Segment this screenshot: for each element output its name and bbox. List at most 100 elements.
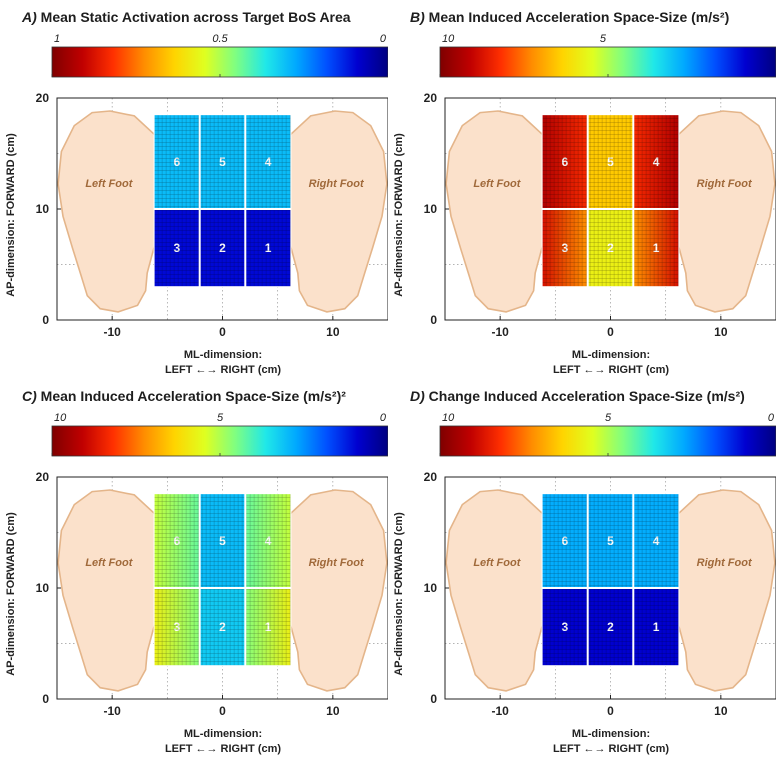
heatmap-mesh <box>154 114 291 287</box>
panel-title-text: Change Induced Acceleration Space-Size (… <box>429 388 745 404</box>
cell-number-label: 4 <box>265 155 272 169</box>
colorbar <box>51 425 388 457</box>
left-foot-label: Left Foot <box>473 557 521 569</box>
heatmap-cell <box>199 588 246 666</box>
heatmap-cell <box>154 588 200 666</box>
panel-title-text: Mean Induced Acceleration Space-Size (m/… <box>429 9 730 25</box>
heatmap-cell <box>542 114 588 209</box>
cell-number-label: 2 <box>607 620 614 634</box>
x-tick-label: -10 <box>103 704 121 718</box>
cell-number-label: 2 <box>219 620 226 634</box>
heatmap-cell <box>587 114 634 209</box>
colorbar-tick-label: 5 <box>600 33 607 45</box>
left-foot-label: Left Foot <box>85 557 133 569</box>
heatmap-cell <box>154 114 200 209</box>
colorbar-tick-label: 5 <box>217 412 224 424</box>
colorbar-tick-label: 10 <box>54 412 67 424</box>
cell-number-label: 1 <box>265 620 272 634</box>
cell-number-label: 5 <box>219 155 226 169</box>
colorbar <box>51 46 388 78</box>
heatmap-cell <box>245 588 291 666</box>
heatmap-cell <box>154 209 200 287</box>
x-tick-label: -10 <box>491 325 509 339</box>
right-foot-label: Right Foot <box>697 178 753 190</box>
heatmap-cell <box>199 209 246 287</box>
x-tick-label: 10 <box>326 704 340 718</box>
x-tick-label: 0 <box>607 325 614 339</box>
panel-b: B) Mean Induced Acceleration Space-Size … <box>388 0 776 379</box>
chart-title: D) Change Induced Acceleration Space-Siz… <box>410 388 745 404</box>
cell-number-label: 5 <box>219 534 226 548</box>
chart-title: B) Mean Induced Acceleration Space-Size … <box>410 9 729 25</box>
heatmap-border <box>153 493 292 667</box>
cell-number-label: 6 <box>562 155 569 169</box>
heatmap-cell <box>542 588 588 666</box>
heatmap-cell <box>245 114 291 209</box>
cell-number-label: 3 <box>562 241 569 255</box>
heatmap-cell <box>587 209 634 287</box>
colorbar-tick-label: 0.5 <box>212 33 228 45</box>
y-tick-label: 10 <box>36 581 50 595</box>
x-tick-label: 0 <box>219 325 226 339</box>
x-axis-label-line1: ML-dimension: <box>184 728 262 740</box>
panel-d: D) Change Induced Acceleration Space-Siz… <box>388 379 776 758</box>
cell-number-label: 3 <box>562 620 569 634</box>
x-tick-label: 10 <box>326 325 340 339</box>
chart-title: C) Mean Induced Acceleration Space-Size … <box>22 388 346 404</box>
y-tick-label: 10 <box>36 202 50 216</box>
colorbar-tick-label: 0 <box>380 412 387 424</box>
heatmap-border <box>541 114 680 288</box>
x-tick-label: 0 <box>607 704 614 718</box>
colorbar-tick-label: 0 <box>380 33 387 45</box>
y-axis-label: AP-dimension: FORWARD (cm) <box>393 512 405 676</box>
left-foot-label: Left Foot <box>473 178 521 190</box>
panel-letter: A) <box>21 9 41 25</box>
colorbar-tick-label: 10 <box>442 33 455 45</box>
colorbar-tick-label: 10 <box>442 412 455 424</box>
y-axis-label: AP-dimension: FORWARD (cm) <box>5 133 17 297</box>
heatmap-border <box>153 114 292 288</box>
x-axis-label-line1: ML-dimension: <box>572 728 650 740</box>
colorbar-tick-label: 1 <box>54 33 60 45</box>
cell-number-label: 4 <box>653 155 660 169</box>
x-tick-label: 10 <box>714 325 728 339</box>
panel-letter: C) <box>22 388 41 404</box>
panel-a: A) Mean Static Activation across Target … <box>0 0 388 379</box>
cell-number-label: 5 <box>607 155 614 169</box>
heatmap-cell <box>154 493 200 588</box>
heatmap-mesh <box>154 493 291 666</box>
x-tick-label: -10 <box>491 704 509 718</box>
heatmap-mesh <box>542 114 679 287</box>
y-tick-label: 20 <box>424 91 438 105</box>
heatmap-chart-d: D) Change Induced Acceleration Space-Siz… <box>393 388 776 755</box>
x-axis-label-line1: ML-dimension: <box>572 349 650 361</box>
y-tick-label: 0 <box>430 692 437 706</box>
cell-number-label: 6 <box>174 155 181 169</box>
panel-title-text: Mean Static Activation across Target BoS… <box>41 9 351 25</box>
cell-number-label: 4 <box>265 534 272 548</box>
y-tick-label: 10 <box>424 581 438 595</box>
y-tick-label: 0 <box>430 313 437 327</box>
x-axis-label-line2: LEFT ←→ RIGHT (cm) <box>553 364 669 376</box>
x-axis-label-line2: LEFT ←→ RIGHT (cm) <box>553 743 669 755</box>
heatmap-cell <box>633 114 679 209</box>
colorbar-tick-label: 0 <box>768 412 775 424</box>
colorbar-tick-label: 5 <box>605 412 612 424</box>
colorbar <box>439 425 776 457</box>
y-axis-label: AP-dimension: FORWARD (cm) <box>393 133 405 297</box>
cell-number-label: 6 <box>562 534 569 548</box>
colorbar <box>439 46 776 78</box>
heatmap-chart-c: C) Mean Induced Acceleration Space-Size … <box>5 388 388 755</box>
y-tick-label: 20 <box>36 470 50 484</box>
panel-letter: B) <box>410 9 429 25</box>
y-tick-label: 20 <box>424 470 438 484</box>
cell-number-label: 1 <box>265 241 272 255</box>
x-tick-label: 0 <box>219 704 226 718</box>
heatmap-cell <box>633 493 679 588</box>
panel-title-text: Mean Induced Acceleration Space-Size (m/… <box>41 388 347 404</box>
x-tick-label: -10 <box>103 325 121 339</box>
cell-number-label: 1 <box>653 241 660 255</box>
heatmap-cell <box>199 493 246 588</box>
x-axis-label-line2: LEFT ←→ RIGHT (cm) <box>165 743 281 755</box>
heatmap-border <box>541 493 680 667</box>
